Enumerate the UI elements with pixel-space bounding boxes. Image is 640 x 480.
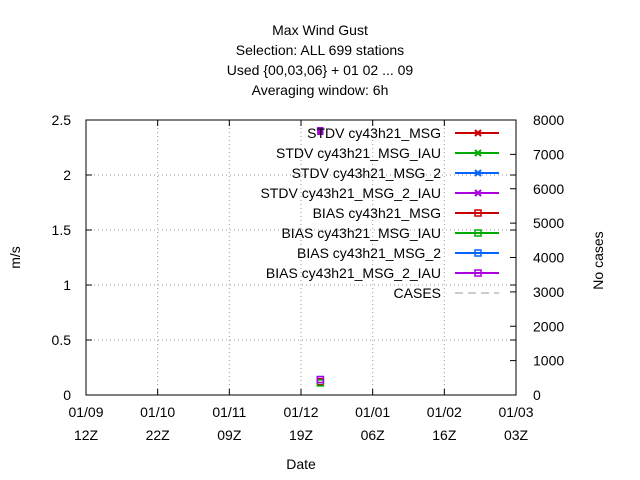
bias-point bbox=[316, 375, 325, 384]
legend-marker bbox=[474, 209, 482, 217]
y2-tick-label: 6000 bbox=[533, 181, 564, 197]
legend-label: STDV cy43h21_MSG_IAU bbox=[276, 145, 441, 161]
y2-tick-label: 5000 bbox=[533, 215, 564, 231]
y2-tick-label: 3000 bbox=[533, 284, 564, 300]
y-tick-label: 2.5 bbox=[52, 112, 72, 128]
x-tick-date: 01/03 bbox=[498, 404, 533, 420]
y2-tick-label: 2000 bbox=[533, 318, 564, 334]
y-tick-label: 0 bbox=[63, 387, 71, 403]
y2-axis-label: No cases bbox=[590, 231, 606, 289]
y-tick-label: 2 bbox=[63, 167, 71, 183]
x-axis: 01/09 12Z 01/10 22Z 01/11 09Z 01/12 19Z 01/01 06Z… bbox=[68, 120, 534, 443]
y-axis-label: m/s bbox=[7, 246, 23, 269]
x-tick-time: 19Z bbox=[289, 427, 314, 443]
data-points bbox=[316, 127, 325, 387]
legend-label: STDV cy43h21_MSG_2 bbox=[292, 165, 442, 181]
y2-tick-label: 4000 bbox=[533, 250, 564, 266]
title-line: Selection: ALL 699 stations bbox=[236, 42, 404, 58]
legend-label: STDV cy43h21_MSG_2_IAU bbox=[260, 185, 441, 201]
legend-label: BIAS cy43h21_MSG bbox=[313, 205, 441, 221]
title-line: Max Wind Gust bbox=[272, 22, 368, 38]
legend-label: CASES bbox=[394, 285, 441, 301]
legend-marker bbox=[474, 149, 482, 157]
y-axis-right: 0 1000 2000 3000 4000 5000 6000 7000 8000 bbox=[510, 112, 564, 403]
x-tick-date: 01/09 bbox=[68, 404, 103, 420]
x-tick-date: 01/11 bbox=[212, 404, 246, 420]
x-tick-time: 06Z bbox=[361, 427, 386, 443]
x-tick-time: 09Z bbox=[217, 427, 242, 443]
y2-tick-label: 8000 bbox=[533, 112, 564, 128]
x-tick-time: 12Z bbox=[74, 427, 99, 443]
y2-tick-label: 0 bbox=[533, 387, 541, 403]
title-line: Averaging window: 6h bbox=[252, 82, 389, 98]
y-tick-label: 1 bbox=[63, 277, 71, 293]
y-tick-label: 0.5 bbox=[52, 332, 72, 348]
stdv-point bbox=[317, 127, 324, 135]
legend-label: BIAS cy43h21_MSG_2_IAU bbox=[266, 265, 441, 281]
x-tick-time: 03Z bbox=[504, 427, 529, 443]
x-tick-time: 22Z bbox=[146, 427, 171, 443]
legend-label: BIAS cy43h21_MSG_2 bbox=[297, 245, 441, 261]
x-tick-date: 01/12 bbox=[283, 404, 318, 420]
y2-tick-label: 7000 bbox=[533, 146, 564, 162]
x-tick-time: 16Z bbox=[432, 427, 457, 443]
y2-tick-label: 1000 bbox=[533, 353, 564, 369]
legend-marker bbox=[474, 129, 482, 137]
legend-marker bbox=[474, 249, 482, 257]
y-axis-left: 0 0.5 1 1.5 2 2.5 bbox=[52, 112, 516, 403]
legend-marker bbox=[474, 189, 482, 197]
x-tick-date: 01/02 bbox=[427, 404, 462, 420]
legend-marker bbox=[474, 169, 482, 177]
legend-label: BIAS cy43h21_MSG_IAU bbox=[281, 225, 441, 241]
x-axis-label: Date bbox=[286, 456, 316, 472]
legend-marker bbox=[474, 269, 482, 277]
y-tick-label: 1.5 bbox=[52, 222, 72, 238]
legend-label: STDV cy43h21_MSG bbox=[307, 125, 441, 141]
legend: STDV cy43h21_MSG STDV cy43h21_MSG_IAU STDV… bbox=[260, 125, 499, 301]
title-line: Used {00,03,06} + 01 02 ... 09 bbox=[227, 62, 414, 78]
x-tick-date: 01/01 bbox=[355, 404, 390, 420]
x-tick-date: 01/10 bbox=[140, 404, 175, 420]
chart-title: Max Wind Gust Selection: ALL 699 stations… bbox=[227, 22, 414, 98]
legend-marker bbox=[474, 229, 482, 237]
